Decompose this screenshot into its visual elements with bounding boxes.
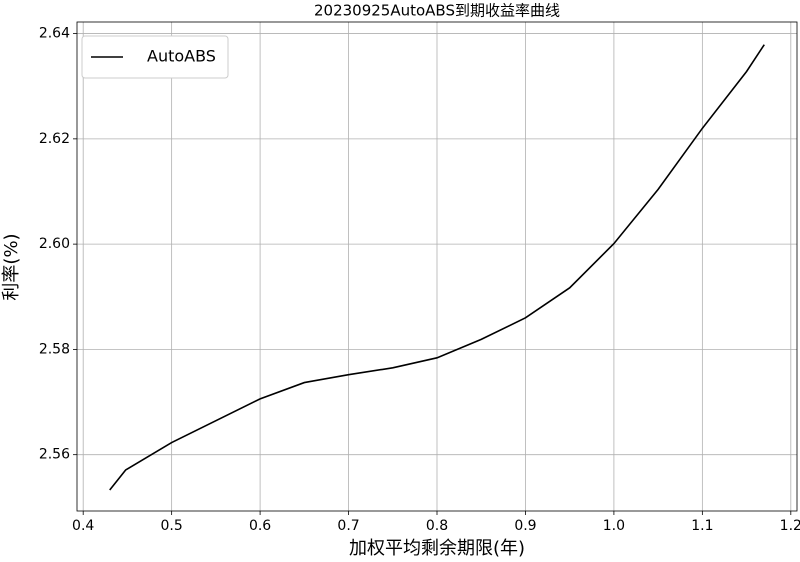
x-tick-label: 0.4 (72, 518, 94, 534)
legend-box (81, 35, 229, 79)
x-tick-label: 1.0 (603, 518, 625, 534)
y-tick-label: 2.64 (39, 26, 70, 42)
x-tick-label: 0.8 (426, 518, 448, 534)
x-tick-label: 0.5 (161, 518, 183, 534)
x-tick-label: 0.7 (337, 518, 359, 534)
y-axis-label: 利率(%) (1, 233, 22, 300)
x-tick-label: 1.2 (780, 518, 800, 534)
legend-label: AutoABS (147, 47, 216, 66)
line-series (109, 44, 765, 491)
chart-title: 20230925AutoABS到期收益率曲线 (314, 2, 560, 20)
plot-frame (76, 21, 798, 512)
y-tick-label: 2.58 (39, 341, 70, 357)
x-tick-label: 0.6 (249, 518, 271, 534)
x-tick-label: 1.1 (691, 518, 713, 534)
y-tick-label: 2.62 (39, 131, 70, 147)
x-axis-label: 加权平均剩余期限(年) (349, 538, 525, 559)
x-tick-label: 0.9 (514, 518, 536, 534)
y-tick-label: 2.56 (39, 447, 70, 463)
legend: AutoABS (81, 35, 229, 79)
y-tick-label: 2.60 (39, 236, 70, 252)
